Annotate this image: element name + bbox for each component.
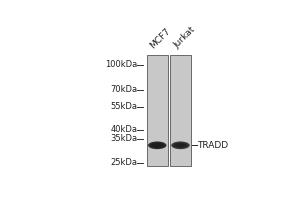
Text: TRADD: TRADD xyxy=(197,141,229,150)
Ellipse shape xyxy=(176,144,186,147)
Text: Jurkat: Jurkat xyxy=(172,25,197,50)
Text: 70kDa: 70kDa xyxy=(110,85,137,94)
Text: 100kDa: 100kDa xyxy=(105,60,137,69)
Bar xyxy=(170,55,191,166)
Text: 25kDa: 25kDa xyxy=(110,158,137,167)
Bar xyxy=(147,55,168,166)
Ellipse shape xyxy=(150,143,164,148)
Ellipse shape xyxy=(177,144,184,146)
Ellipse shape xyxy=(174,143,188,148)
Text: MCF7: MCF7 xyxy=(148,26,172,50)
Text: 55kDa: 55kDa xyxy=(110,102,137,111)
Ellipse shape xyxy=(171,141,190,149)
Ellipse shape xyxy=(152,144,162,147)
Ellipse shape xyxy=(154,144,161,146)
Text: 35kDa: 35kDa xyxy=(110,134,137,143)
Ellipse shape xyxy=(148,141,167,149)
Text: 40kDa: 40kDa xyxy=(110,125,137,134)
